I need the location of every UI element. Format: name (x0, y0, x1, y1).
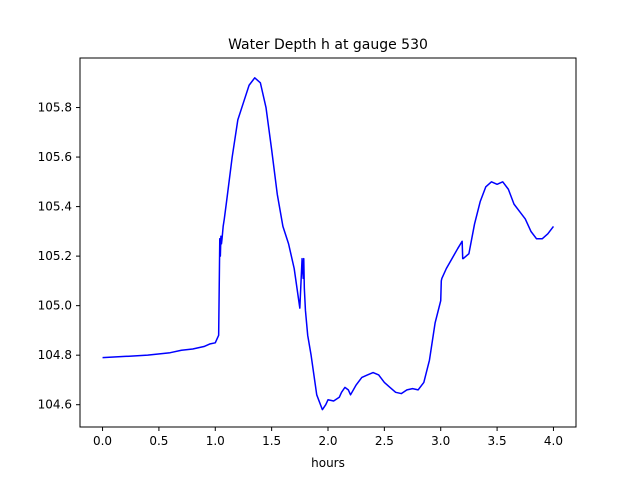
y-tick-label: 105.4 (38, 200, 72, 214)
x-tick-label: 4.0 (544, 434, 563, 448)
x-axis-label: hours (311, 456, 345, 470)
x-tick-label: 3.5 (488, 434, 507, 448)
y-tick-label: 105.6 (38, 150, 72, 164)
x-tick-label: 0.5 (149, 434, 168, 448)
y-tick-label: 104.6 (38, 398, 72, 412)
x-tick-label: 1.0 (206, 434, 225, 448)
x-axis: 0.0 0.5 1.0 1.5 2.0 2.5 3.0 3.5 4.0 (93, 427, 563, 448)
x-tick-label: 2.0 (318, 434, 337, 448)
series-layer (102, 77, 555, 411)
y-axis: 104.6 104.8 105.0 105.2 105.4 105.6 105.8 (38, 101, 80, 412)
y-tick-label: 104.8 (38, 348, 72, 362)
x-tick-label: 2.5 (375, 434, 394, 448)
y-tick-label: 105.2 (38, 249, 72, 263)
series-line-0 (102, 77, 555, 411)
x-tick-label: 1.5 (262, 434, 281, 448)
y-tick-label: 105.8 (38, 101, 72, 115)
y-tick-label: 105.0 (38, 299, 72, 313)
x-tick-label: 3.0 (431, 434, 450, 448)
chart-title: Water Depth h at gauge 530 (228, 37, 428, 53)
x-tick-label: 0.0 (93, 434, 112, 448)
